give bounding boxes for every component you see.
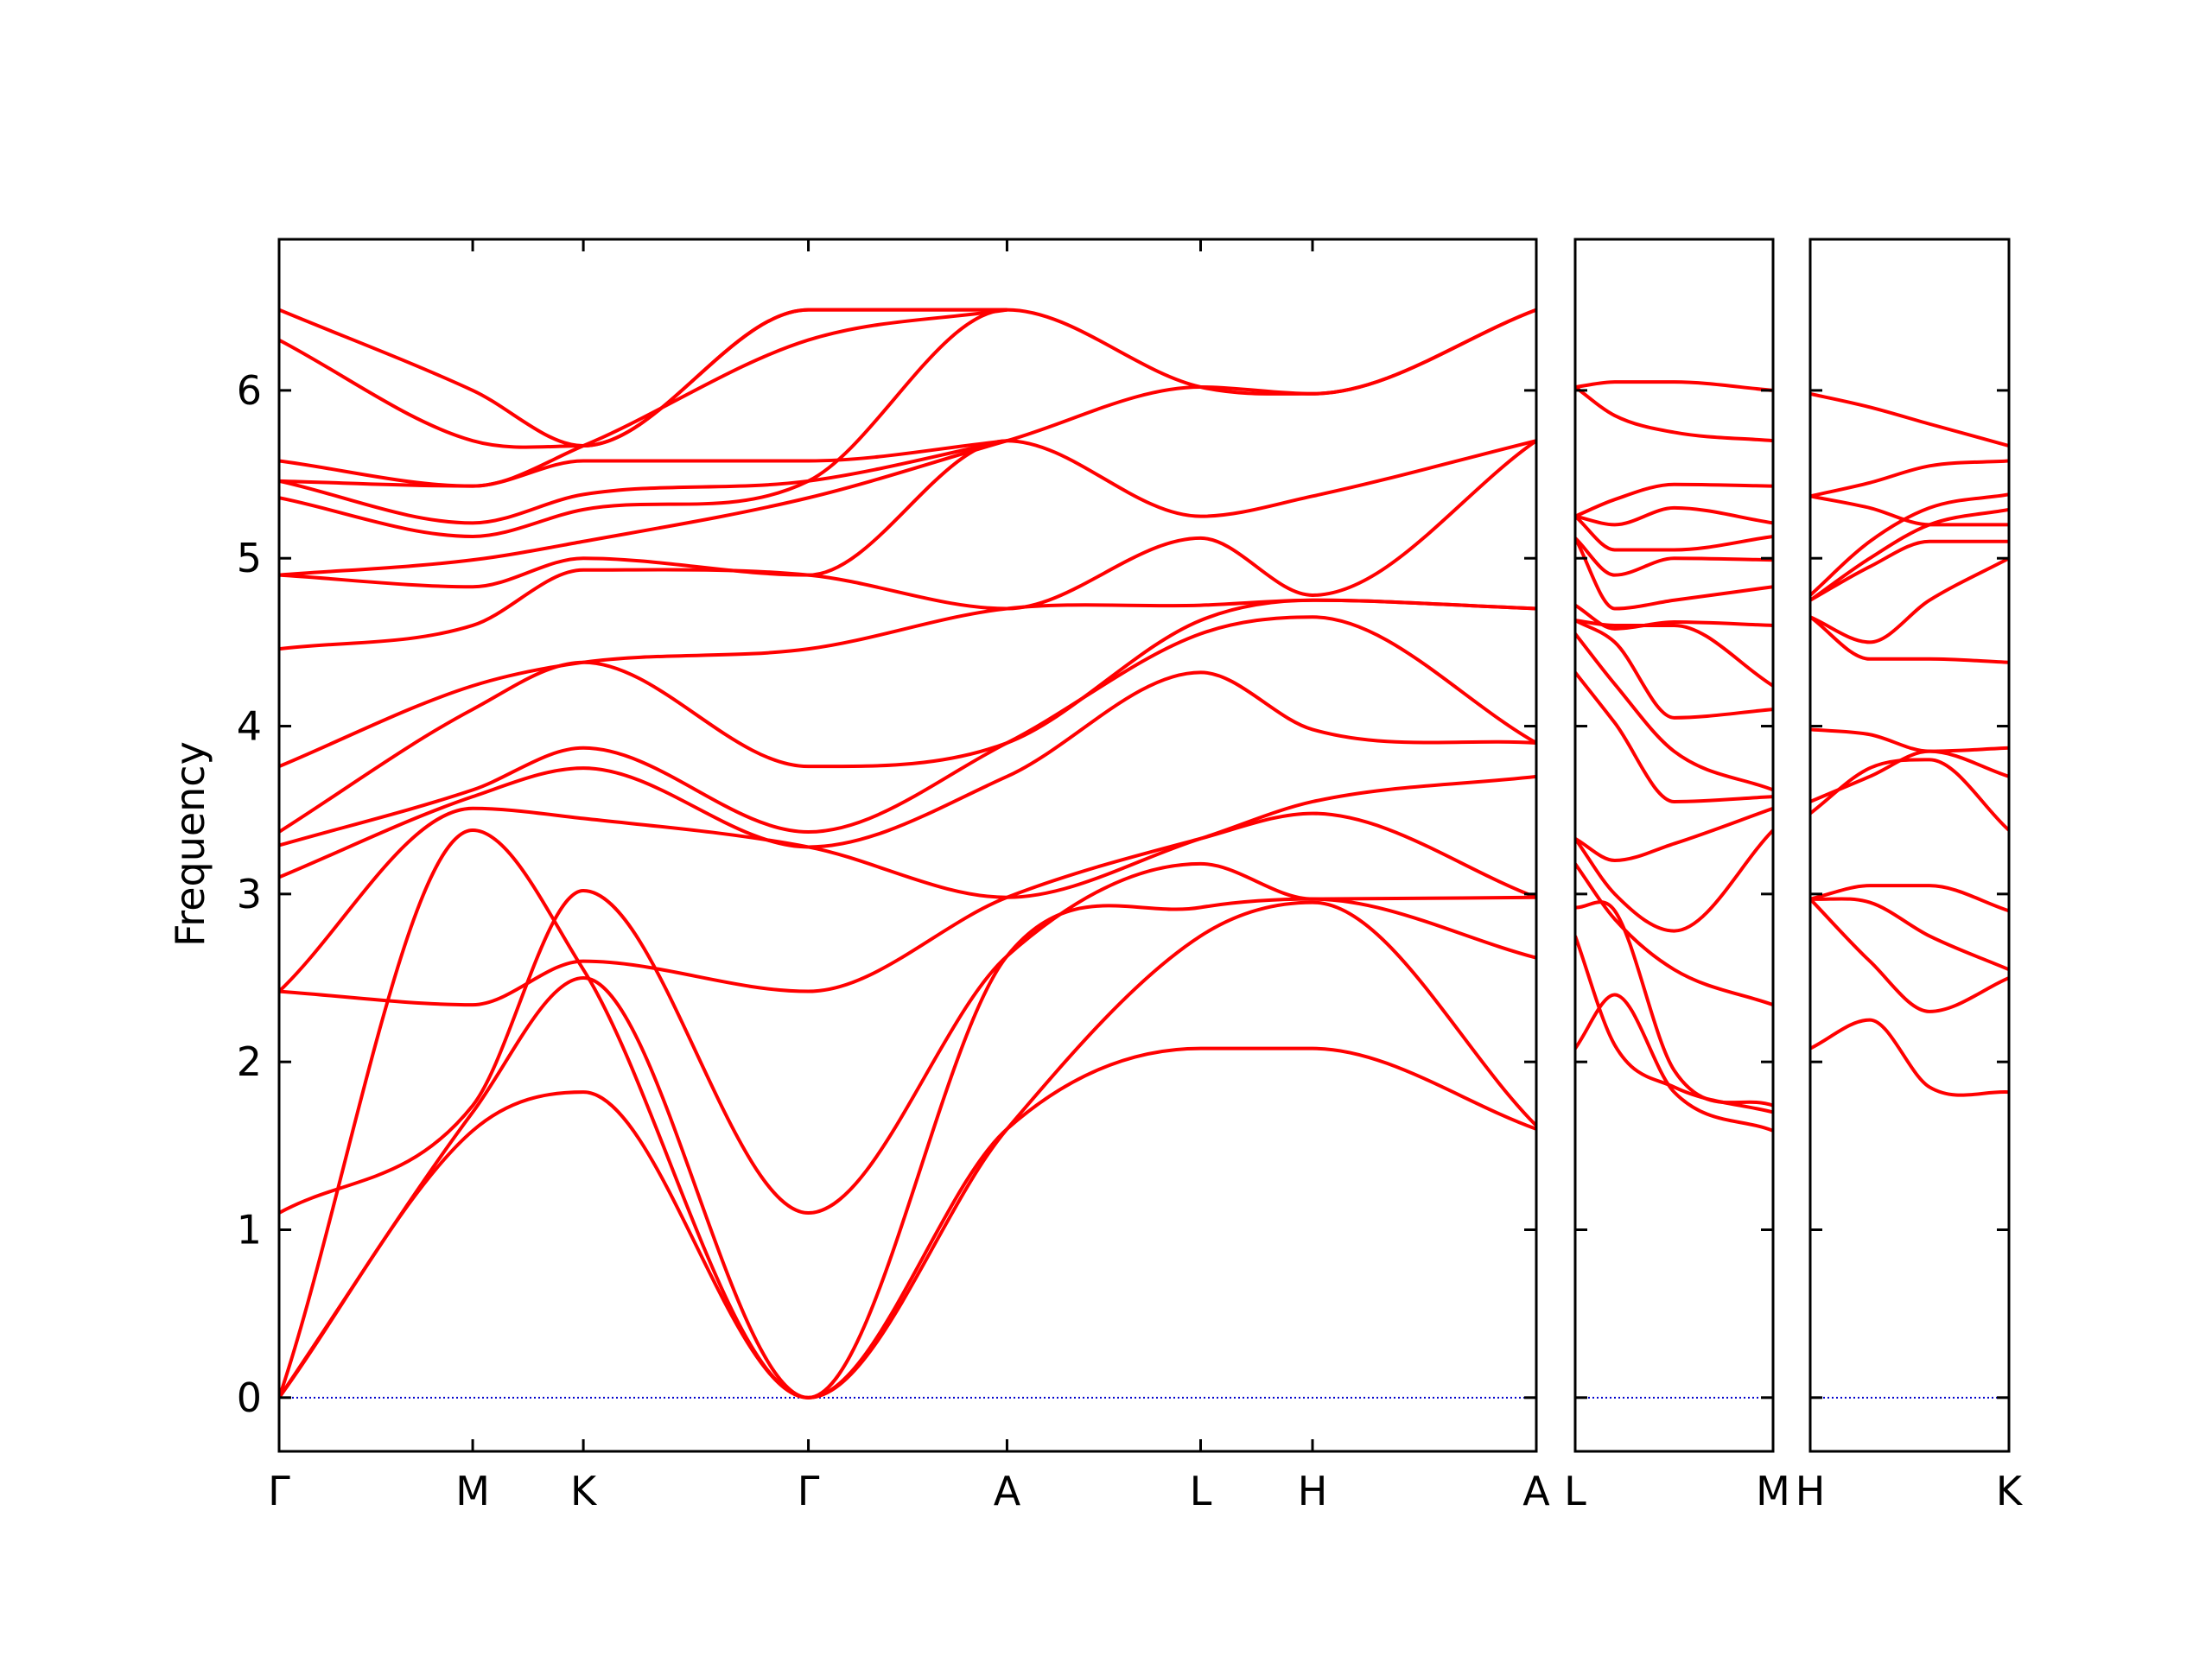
y-tick-label: 6 bbox=[237, 367, 262, 414]
panel-3-band-1 bbox=[1810, 1018, 2009, 1097]
panel-2-band-13 bbox=[1575, 536, 1773, 577]
x-tick-label: Γ bbox=[268, 1468, 290, 1514]
panel-2-band-14 bbox=[1575, 515, 1773, 552]
panel-1-band-18 bbox=[279, 308, 1007, 449]
panel-2-band-12 bbox=[1575, 536, 1773, 611]
panel-3-band-13 bbox=[1810, 459, 2009, 498]
panel-2-band-6 bbox=[1575, 806, 1773, 862]
panel-1-band-7 bbox=[279, 670, 1536, 879]
panel-3-band-5 bbox=[1810, 758, 2009, 832]
x-tick-label: H bbox=[1298, 1468, 1328, 1514]
panel-3-band-14 bbox=[1810, 494, 2009, 527]
panel-3-frame bbox=[1808, 238, 2011, 1453]
panel-2-band-17 bbox=[1575, 385, 1773, 443]
panel-3-band-15 bbox=[1810, 391, 2009, 447]
y-tick-label: 4 bbox=[237, 703, 262, 750]
x-tick-label: L bbox=[1564, 1468, 1586, 1514]
panel-1-band-16 bbox=[279, 439, 1007, 488]
panel-2-band-16 bbox=[1575, 482, 1773, 518]
panel-2-band-1 bbox=[1575, 993, 1773, 1133]
panel-1-band-12 bbox=[279, 439, 1536, 589]
x-tick-label: A bbox=[1522, 1468, 1550, 1514]
y-tick-label: 5 bbox=[237, 535, 262, 581]
panel-1-band-4 bbox=[279, 861, 1536, 1216]
panel-3-band-7 bbox=[1810, 727, 2009, 753]
panel-3-band-3 bbox=[1810, 897, 2009, 972]
panel-2-band-8 bbox=[1575, 632, 1773, 792]
x-tick-label: Γ bbox=[798, 1468, 820, 1514]
panel-1-band-6 bbox=[279, 774, 1536, 993]
panel-3-band-9 bbox=[1810, 556, 2009, 644]
panel-1-band-11 bbox=[279, 439, 1536, 651]
panel-3-band-11 bbox=[1810, 507, 2009, 602]
panel-1-band-10 bbox=[279, 598, 1536, 769]
panel-2-band-9 bbox=[1575, 619, 1773, 720]
panel-2-band-18 bbox=[1575, 380, 1773, 392]
panel-1-frame bbox=[277, 238, 1538, 1453]
panel-3-band-2 bbox=[1810, 898, 2009, 1013]
panel-3-band-4 bbox=[1810, 884, 2009, 913]
x-tick-label: K bbox=[570, 1468, 598, 1514]
panel-1-band-1 bbox=[279, 1046, 1536, 1400]
panel-2-band-4 bbox=[1575, 862, 1773, 1006]
panel-3-band-6 bbox=[1810, 749, 2009, 803]
panel-2-band-5 bbox=[1575, 828, 1773, 933]
x-tick-label: M bbox=[455, 1468, 490, 1514]
y-tick-label: 2 bbox=[237, 1038, 262, 1085]
panel-2-frame bbox=[1573, 238, 1775, 1453]
panel-1-band-17 bbox=[279, 308, 1007, 488]
panel-1-band-2 bbox=[279, 900, 1536, 1400]
panel-2-band-7 bbox=[1575, 671, 1773, 803]
x-tick-label: L bbox=[1190, 1468, 1212, 1514]
panel-1-band-15 bbox=[279, 439, 1007, 525]
panel-1-band-14 bbox=[279, 308, 1536, 538]
panel-3-band-8 bbox=[1810, 615, 2009, 664]
panel-2-band-10 bbox=[1575, 619, 1773, 688]
panel-3-band-12 bbox=[1810, 492, 2009, 597]
panel-1-band-5 bbox=[279, 811, 1536, 1007]
y-tick-label: 0 bbox=[237, 1374, 262, 1421]
panel-3-band-10 bbox=[1810, 539, 2009, 602]
x-tick-label: H bbox=[1796, 1468, 1826, 1514]
panel-1-band-19 bbox=[279, 308, 1007, 448]
panel-2-band-15 bbox=[1575, 505, 1773, 527]
panel-2-band-11 bbox=[1575, 603, 1773, 631]
panel-1-band-3 bbox=[279, 828, 1536, 1400]
x-tick-label: A bbox=[994, 1468, 1021, 1514]
x-tick-label: M bbox=[1756, 1468, 1790, 1514]
y-tick-label: 1 bbox=[237, 1206, 262, 1253]
panel-2-band-2 bbox=[1575, 935, 1773, 1114]
y-axis-label: Frequency bbox=[167, 741, 213, 947]
y-tick-label: 3 bbox=[237, 871, 262, 917]
x-tick-label: K bbox=[1996, 1468, 2024, 1514]
panel-1-band-8 bbox=[279, 615, 1536, 847]
